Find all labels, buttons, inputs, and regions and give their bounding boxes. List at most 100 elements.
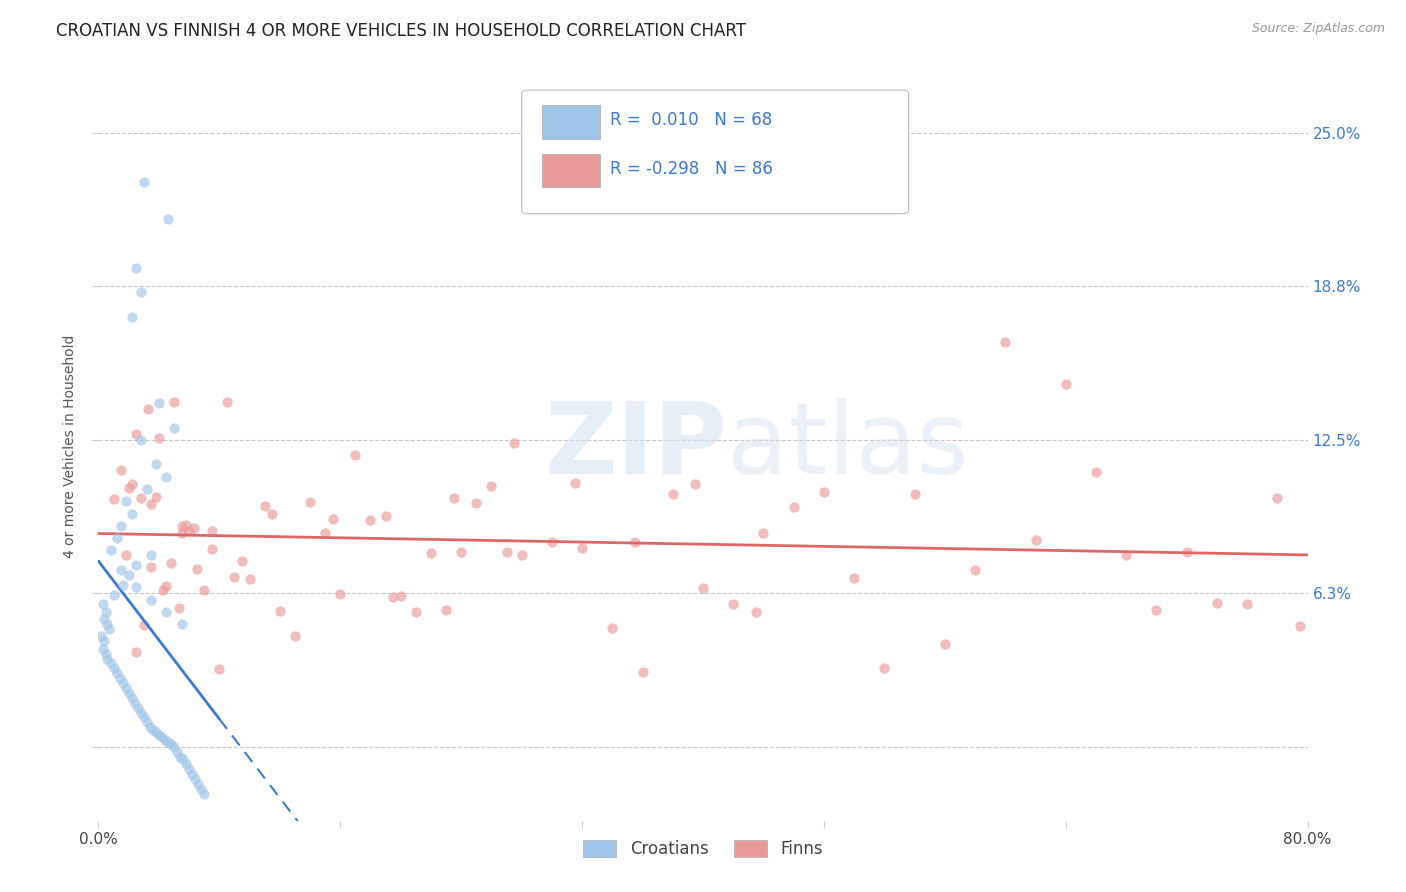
Point [129,285,152,300]
Point [201,524,224,539]
Point [111,578,134,592]
Point [1289,618,1312,632]
Point [389,589,412,603]
Point [141,592,163,607]
Point [125,427,148,442]
Point [692,581,714,595]
Point [152,583,174,598]
Point [1115,548,1137,562]
Point [269,604,291,618]
Point [141,560,163,574]
Point [114,681,136,695]
Point [172,752,194,766]
Point [114,494,136,508]
Point [121,476,143,491]
Point [329,587,352,601]
Text: atlas: atlas [727,398,969,494]
Point [685,477,707,491]
Text: ZIP: ZIP [544,398,727,494]
Point [873,661,896,675]
Point [118,481,141,495]
Point [262,507,284,521]
Point [90,629,112,643]
Point [125,645,148,659]
Point [108,671,131,685]
Point [96,651,118,665]
Point [155,579,177,593]
Point [201,541,224,556]
FancyBboxPatch shape [522,90,908,214]
Point [745,605,768,619]
Point [124,696,146,710]
Point [136,402,159,417]
Point [125,558,148,573]
Text: R =  0.010   N = 68: R = 0.010 N = 68 [610,112,772,129]
Point [135,482,157,496]
Point [139,720,162,734]
Point [145,490,167,504]
Point [571,541,593,555]
Point [160,738,183,752]
Point [93,612,115,626]
Point [163,420,186,434]
Point [103,492,125,507]
Point [994,334,1017,349]
Point [1085,465,1108,479]
Point [224,570,246,584]
Point [163,739,186,754]
Point [132,618,155,632]
Point [103,588,125,602]
Point [602,621,624,635]
Point [125,260,148,275]
Point [155,605,177,619]
Point [374,508,396,523]
Point [443,491,465,505]
Point [155,469,177,483]
Point [190,781,212,796]
Point [91,598,114,612]
Point [163,395,186,409]
Point [118,686,141,700]
Point [253,499,276,513]
Point [1144,602,1167,616]
Point [105,666,128,681]
Point [153,732,176,747]
Text: CROATIAN VS FINNISH 4 OR MORE VEHICLES IN HOUSEHOLD CORRELATION CHART: CROATIAN VS FINNISH 4 OR MORE VEHICLES I… [56,22,747,40]
Point [132,710,155,724]
Point [540,534,562,549]
Point [129,491,152,505]
Point [193,583,215,598]
Point [156,211,179,226]
Point [129,706,152,720]
Point [186,562,208,576]
Point [181,767,204,781]
Y-axis label: 4 or more Vehicles in Household: 4 or more Vehicles in Household [63,334,77,558]
Point [142,723,165,737]
Point [129,433,152,447]
Point [465,496,488,510]
Point [170,617,193,632]
Point [934,637,956,651]
Point [631,665,654,680]
Text: R = -0.298   N = 86: R = -0.298 N = 86 [610,160,773,178]
Point [145,458,167,472]
Legend: Croatians, Finns: Croatians, Finns [576,833,830,864]
Point [105,531,128,545]
Point [110,519,132,533]
Point [145,725,167,739]
Point [184,772,207,786]
Point [179,524,201,539]
Point [169,749,191,764]
Point [844,571,866,585]
Point [148,431,170,445]
Point [100,543,122,558]
Point [166,745,188,759]
Point [624,535,647,549]
Point [94,647,117,661]
Point [111,676,134,690]
Point [783,500,806,515]
Point [1024,533,1046,547]
Point [813,484,835,499]
Point [193,787,215,801]
Point [284,629,307,643]
